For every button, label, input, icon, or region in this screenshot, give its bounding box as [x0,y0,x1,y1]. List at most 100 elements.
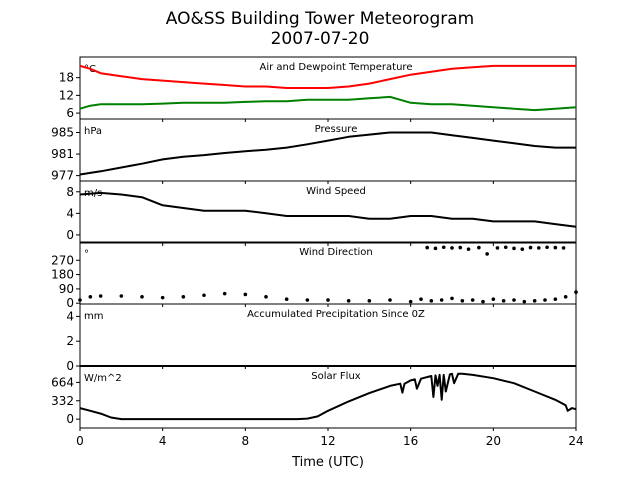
y-tick-label: 0 [66,228,74,242]
panel-title: Solar Flux [311,371,361,382]
y-tick-label: 332 [51,394,74,408]
data-point-wind_direction [532,299,537,303]
data-point-wind_direction [140,295,144,299]
data-point-wind_direction_high [512,246,516,251]
series-line-solar_flux [79,372,577,421]
y-tick-label: 0 [66,412,74,426]
data-point-wind_direction [450,296,454,301]
data-point-wind_direction [522,299,527,304]
panel-unit: mm [84,311,103,322]
y-tick-label: 2 [66,334,74,348]
x-tick-label: 0 [76,434,84,448]
data-point-wind_direction [222,291,227,296]
y-tick-label: 18 [59,71,74,85]
y-tick-label: 4 [66,309,74,323]
data-point-wind_direction_high [503,245,508,250]
data-point-wind_direction_high [520,247,525,251]
data-point-wind_direction [419,297,423,302]
data-point-wind_direction [388,298,392,302]
panel-unit: hPa [84,126,102,137]
data-point-wind_direction [88,295,93,299]
data-point-wind_direction [501,299,506,303]
y-tick-label: 180 [51,268,74,282]
series-line-temperature [79,64,576,89]
data-point-wind_direction_high [485,252,489,256]
data-point-wind_direction [181,295,186,299]
data-point-wind_direction_high [433,246,438,251]
data-point-wind_direction [119,294,124,298]
data-point-wind_direction [264,295,268,299]
data-point-wind_direction_high [495,246,500,250]
y-tick-label: 977 [51,169,74,183]
data-point-wind_direction_high [425,245,430,250]
data-point-wind_direction_high [458,245,463,250]
y-tick-label: 270 [51,253,74,267]
x-tick-label: 20 [486,434,501,448]
data-point-wind_direction_high [528,245,533,250]
data-point-wind_direction [326,298,330,302]
data-point-wind_direction [367,299,372,303]
data-point-wind_direction [429,299,434,303]
data-point-wind_direction [408,299,413,304]
data-point-wind_direction [574,290,578,294]
panels: Air and Dewpoint Temperature°C61218Press… [51,56,584,448]
series-line-dewpoint [79,95,577,112]
x-tick-label: 16 [403,434,418,448]
x-tick-label: 24 [568,434,583,448]
figure-title: AO&SS Building Tower Meteorogram [166,9,474,29]
y-tick-label: 6 [66,106,74,120]
data-point-wind_direction [202,293,206,298]
data-point-wind_direction_high [477,245,481,250]
series-line-pressure [79,131,576,176]
panel-title: Air and Dewpoint Temperature [260,62,413,73]
figure-subtitle: 2007-07-20 [271,29,370,49]
y-tick-label: 4 [66,206,74,220]
y-tick-label: 981 [51,147,74,161]
y-tick-label: 985 [51,125,74,139]
data-point-wind_direction [553,297,558,302]
y-tick-label: 90 [59,282,74,296]
y-tick-label: 8 [66,185,74,199]
data-point-wind_direction_high [441,245,446,250]
data-point-wind_direction [563,295,568,299]
panel-unit: ° [84,249,89,260]
panel-5: Solar Flux W/m^2 0 332 664 [51,365,577,431]
panel-title: Accumulated Precipitation Since 0Z [247,309,425,320]
y-tick-label: 0 [66,296,74,310]
data-point-wind_direction [512,298,516,302]
data-point-wind_direction [98,294,103,298]
series-line-wind_speed [79,191,577,228]
panel-title: Pressure [315,124,358,135]
data-point-wind_direction [439,298,444,302]
data-point-wind_direction [243,292,248,297]
data-point-wind_direction [160,295,165,300]
data-point-wind_direction_high [561,246,566,250]
x-tick-label: 8 [242,434,250,448]
panel-unit: W/m^2 [84,373,122,384]
data-point-wind_direction [481,299,485,304]
panel-title: Wind Speed [306,186,366,197]
data-point-wind_direction [470,298,475,302]
data-point-wind_direction [543,298,547,302]
data-point-wind_direction [305,298,310,302]
x-axis-label: Time (UTC) [291,455,364,470]
panel-title: Wind Direction [299,247,373,258]
y-tick-label: 12 [59,88,74,102]
panel-1: Pressure hPa 977 981 985 [51,118,577,184]
data-point-wind_direction [346,299,351,303]
panel-4: Accumulated Precipitation Since 0Z mm 0 2 4 [66,303,577,373]
data-point-wind_direction_high [537,246,541,250]
data-point-wind_direction [284,297,289,302]
x-tick-label: 12 [320,434,335,448]
data-point-wind_direction [460,299,465,303]
data-point-wind_direction [78,298,82,302]
data-point-wind_direction_high [450,246,454,250]
data-point-wind_direction [491,297,496,302]
y-tick-label: 0 [66,359,74,373]
data-point-wind_direction_high [466,247,471,251]
data-point-wind_direction_high [545,245,549,250]
